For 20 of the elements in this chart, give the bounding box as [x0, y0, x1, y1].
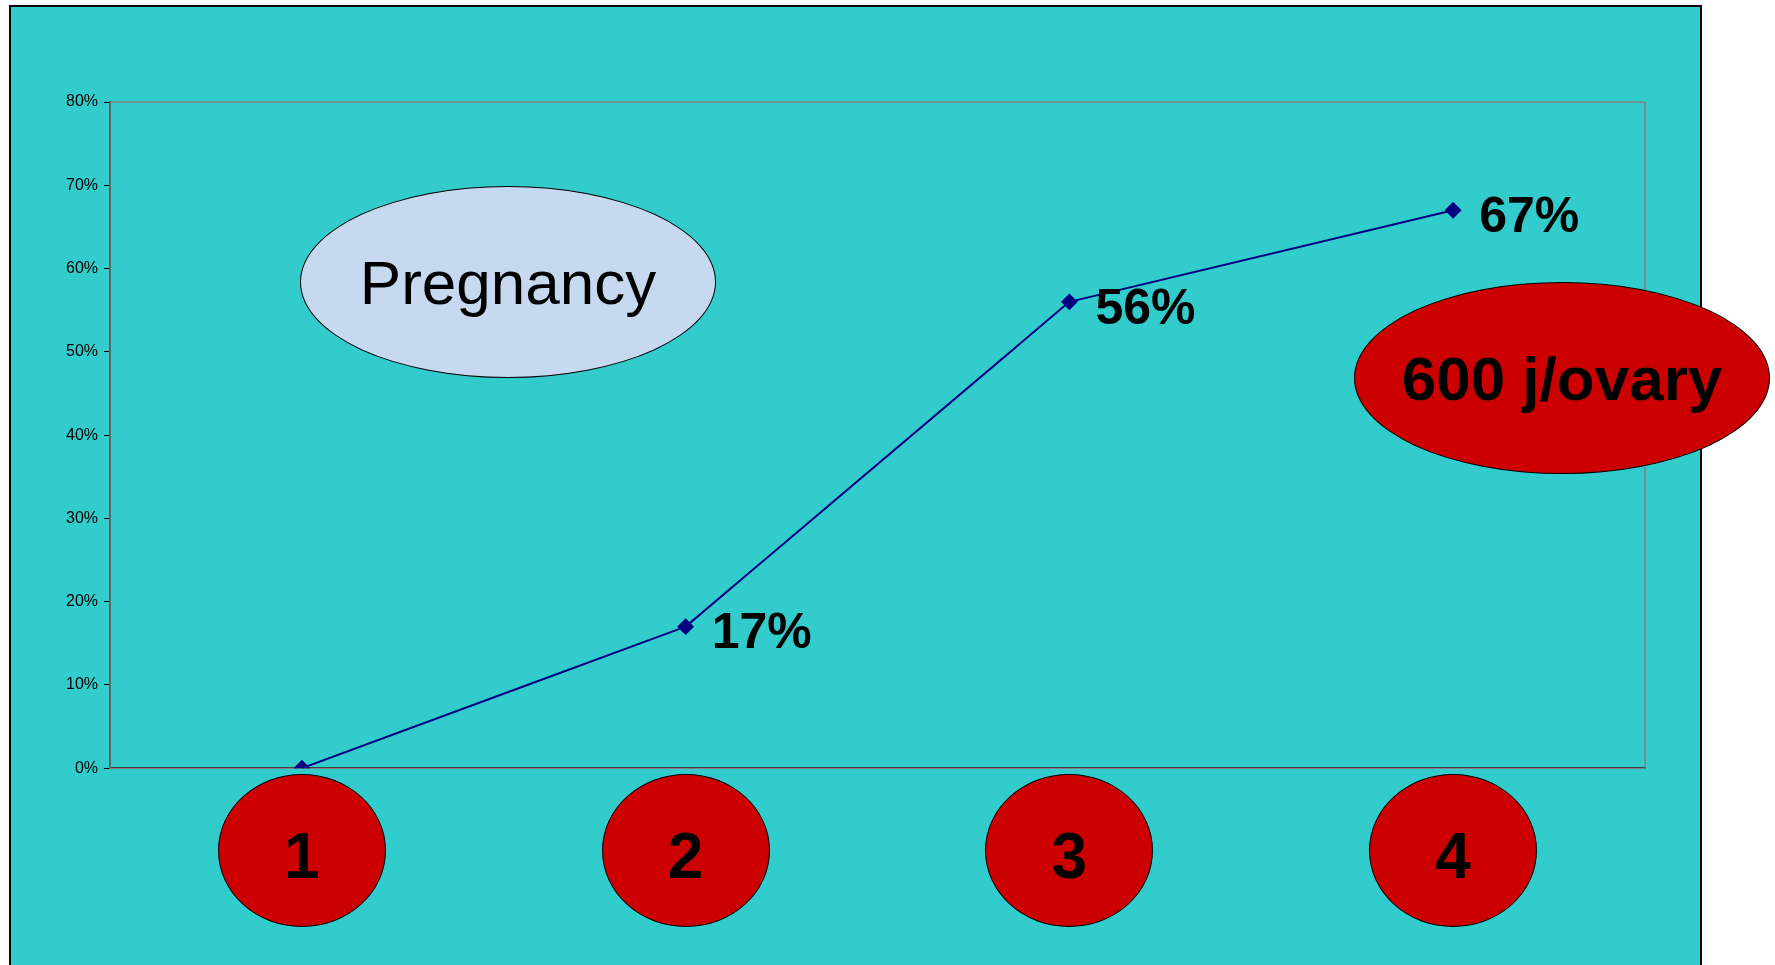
annotation: 600 j/ovary — [1354, 282, 1770, 474]
y-tick-label: 70% — [65, 175, 99, 193]
point — [1445, 202, 1462, 219]
y-tick-label: 80% — [65, 92, 99, 110]
y-tick-label: 10% — [65, 675, 99, 693]
x-tick-label: 3 — [1051, 820, 1088, 893]
y-tick-label: 30% — [65, 508, 99, 526]
x-tick-label: 4 — [1435, 820, 1472, 893]
x-tick-label: 1 — [284, 820, 320, 893]
y-tick-label: 40% — [65, 425, 99, 443]
x-tick-label: 2 — [667, 820, 704, 893]
y-tick-label: 20% — [65, 592, 99, 610]
data-label: 67% — [1479, 187, 1580, 244]
point — [1061, 293, 1078, 310]
data-label: 56% — [1095, 278, 1196, 335]
y-tick-label: 0% — [74, 758, 99, 776]
y-tick-label: 60% — [65, 258, 99, 276]
y-tick-label: 50% — [65, 342, 99, 360]
data-label: 17% — [711, 603, 812, 660]
annotation: Pregnancy — [300, 186, 716, 378]
